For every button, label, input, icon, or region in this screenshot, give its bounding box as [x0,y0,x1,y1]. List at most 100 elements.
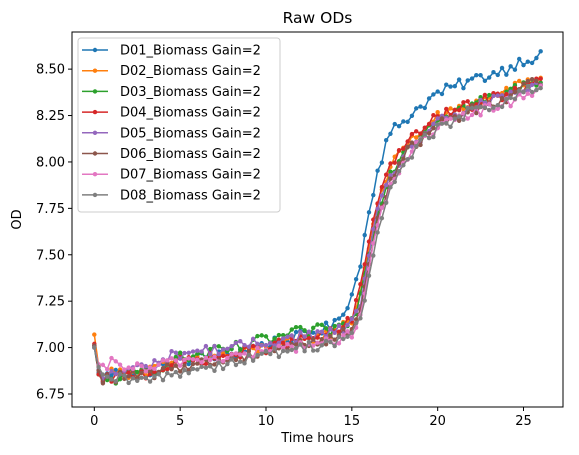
legend-entries: D01_Biomass Gain=2 D02_Biomass Gain=2 D03_… [82,44,261,203]
data-point [336,334,342,340]
data-point [414,135,419,140]
data-point [448,124,453,130]
data-point [396,168,402,174]
data-point [190,356,196,362]
data-point [332,337,337,342]
data-point [465,116,470,121]
data-point [104,377,110,383]
data-point [366,239,372,244]
data-point [229,357,234,362]
data-point [426,96,432,101]
data-point [392,160,397,165]
data-point [203,343,209,349]
data-point [212,354,217,359]
data-point [474,110,479,116]
data-point [186,370,191,376]
data-point [461,106,466,112]
data-point [242,361,247,366]
data-point [431,121,436,126]
data-point [302,349,307,354]
data-point [311,348,316,353]
data-point [508,89,513,94]
data-point [225,346,230,351]
data-point [220,353,226,359]
data-point [208,352,213,357]
data-point [474,72,479,78]
data-point [534,55,539,61]
data-point [250,358,256,363]
data-point [495,93,500,98]
data-point [435,89,440,94]
data-point [203,361,209,367]
data-point [323,338,329,344]
data-point [517,56,522,62]
data-point [414,106,419,111]
y-axis-ticks: 6.75 7.00 7.25 7.50 7.75 8.00 8.25 8.50 [36,63,72,403]
data-point [512,85,518,91]
data-point [345,329,350,334]
data-point [375,206,380,212]
data-point [104,374,110,379]
data-point [130,376,136,381]
data-point [465,106,470,111]
data-point [375,168,380,173]
data-point [508,64,513,69]
data-point [147,379,153,384]
data-point [233,357,239,363]
data-point [388,169,393,174]
data-point [534,78,539,84]
data-point [165,358,170,363]
data-point [353,309,359,314]
data-point [499,95,505,101]
data-point [345,306,350,311]
data-point [478,113,483,118]
data-point [491,93,496,99]
data-point [383,138,389,143]
data-point [302,334,307,339]
data-point [474,105,479,110]
data-point [126,380,131,386]
data-point [195,361,200,366]
data-point [263,334,269,339]
data-point [285,349,290,354]
data-point [208,364,213,369]
data-point [379,215,385,221]
data-point [461,111,466,116]
data-point [152,366,157,372]
data-point [139,375,144,380]
data-point [495,72,500,78]
data-point [379,193,385,198]
data-point [109,355,114,361]
data-point [177,363,183,368]
data-point [135,361,140,366]
data-point [298,330,303,335]
data-point [426,135,432,141]
data-point [379,184,385,190]
data-point [341,336,346,342]
data-point [439,121,445,126]
x-axis-ticks: 0 5 10 15 20 25 [90,407,532,429]
data-point [345,315,350,321]
data-point [366,210,372,215]
data-point [272,346,277,351]
data-point [328,333,333,339]
data-point [143,375,149,381]
data-point [328,326,333,332]
legend-entry: D08_Biomass Gain=2 [82,188,261,203]
data-point [401,163,406,168]
legend-swatch-marker [92,151,98,156]
data-point [452,107,458,113]
data-point [538,85,543,91]
data-point [216,351,221,357]
data-point [220,347,226,352]
data-point [212,362,217,367]
data-point [135,369,140,375]
data-point [117,371,123,377]
data-point [160,358,166,363]
data-point [160,378,166,383]
data-point [276,343,282,349]
data-point [242,342,247,348]
data-point [152,374,157,379]
data-point [229,343,234,349]
data-point [508,103,513,109]
